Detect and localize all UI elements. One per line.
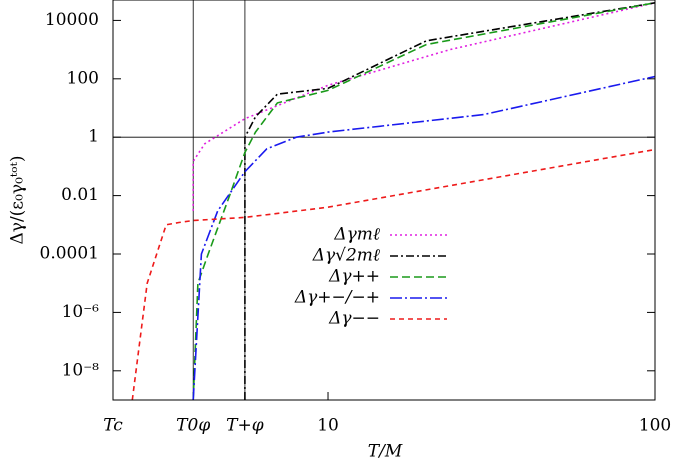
y-tick-label: 100	[67, 68, 99, 88]
series-line	[192, 2, 655, 400]
x-tick-label: T0φ	[176, 416, 210, 436]
y-tick-label: 0.0001	[40, 244, 99, 264]
legend-label: Δγ√2mℓ	[312, 246, 380, 266]
x-tick-label: T+φ	[226, 416, 264, 436]
y-tick-label: 10000	[45, 10, 99, 30]
series-line	[131, 148, 655, 400]
x-tick-label: 100	[639, 416, 671, 436]
legend-label: Δγ++	[328, 267, 380, 287]
series-line	[192, 2, 655, 211]
x-tick-label: Tc	[103, 416, 123, 436]
y-tick-label: 10⁻⁶	[62, 302, 100, 322]
x-tick-label: 10	[317, 416, 339, 436]
series-line	[192, 75, 655, 400]
legend-label: Δγ+−/−+	[294, 288, 380, 308]
y-tick-label: 1	[88, 127, 99, 147]
y-tick-label: 0.01	[61, 185, 99, 205]
legend-label: Δγ−−	[328, 309, 380, 329]
series-line	[244, 2, 655, 400]
plot-frame	[112, 0, 656, 401]
y-axis-label: Δγ/(ε₀γ₀ᵗᵒᵗ)	[8, 156, 28, 245]
x-axis-label: T/M	[368, 442, 403, 462]
y-tick-label: 10⁻⁸	[62, 360, 100, 380]
legend-label: Δγmℓ	[333, 225, 380, 245]
